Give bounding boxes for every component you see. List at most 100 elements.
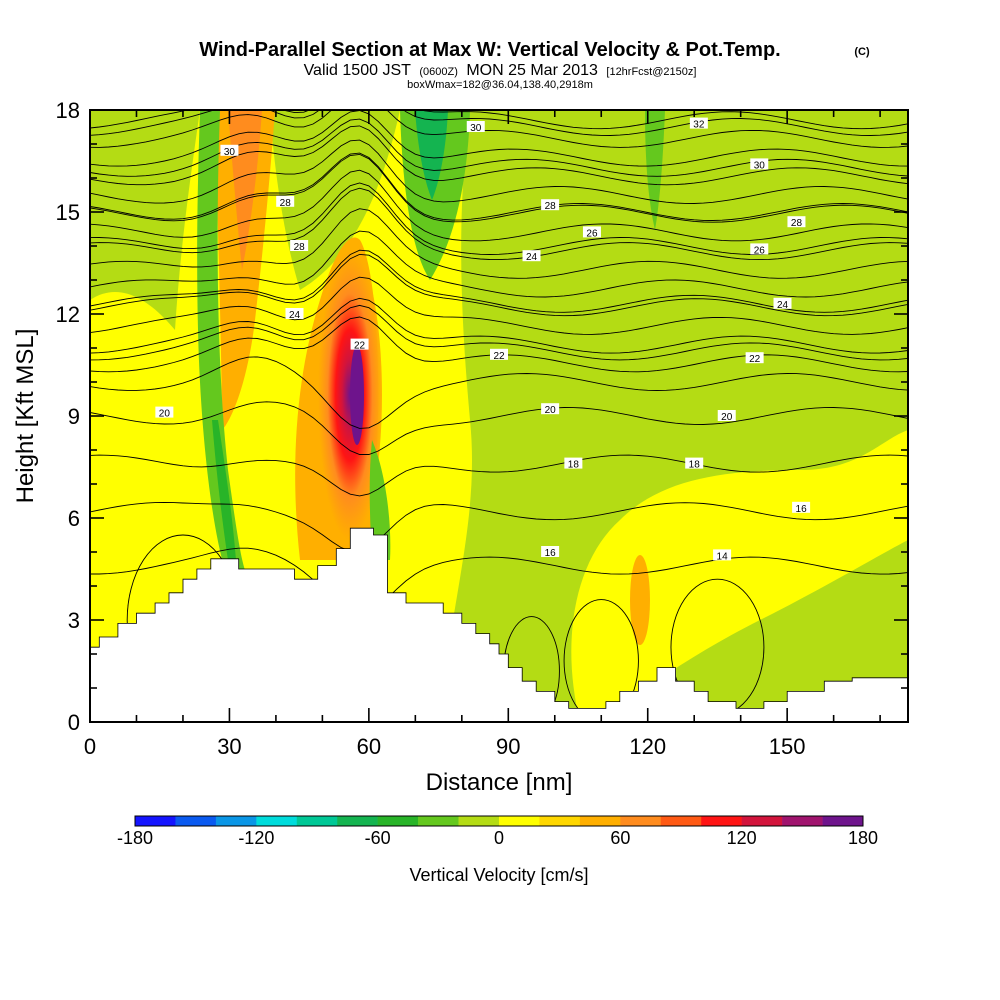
contour-label-bg — [541, 546, 560, 557]
contour-label-30: 30 — [466, 121, 485, 134]
colorbar-tick-label: -180 — [117, 828, 153, 848]
contour-label-24: 24 — [773, 297, 792, 311]
isentrope-extra — [90, 297, 908, 354]
y-tick-label: 12 — [56, 302, 80, 327]
chart-subtitle-valid: Valid 1500 JST (0600Z) MON 25 Mar 2013 [… — [304, 62, 697, 79]
contour-label-20: 20 — [155, 406, 174, 420]
colorbar — [134, 815, 864, 827]
contour-label-text: 22 — [354, 341, 366, 352]
colorbar-tick-label: 60 — [610, 828, 630, 848]
isentrope-extra — [90, 230, 908, 298]
contour-label-text: 22 — [493, 351, 505, 362]
colorbar-swatch — [499, 816, 540, 826]
contour-label-text: 18 — [689, 460, 701, 471]
downdraft-left-band — [197, 110, 245, 570]
x-tick-label: 120 — [629, 734, 666, 759]
contour-label-bg — [541, 199, 560, 211]
isentrope-14 — [90, 547, 908, 616]
terrain-mask — [90, 527, 908, 722]
colorbar-tick-label: 180 — [848, 828, 878, 848]
x-axis-ticks: 0 30 60 90 120 150 — [84, 110, 881, 759]
x-tick-label: 0 — [84, 734, 96, 759]
contour-label-32: 32 — [689, 117, 708, 131]
valid-date: MON 25 Mar 2013 — [466, 62, 598, 79]
contour-label-text: 26 — [754, 245, 766, 256]
contour-label-text: 26 — [586, 228, 598, 239]
contour-label-bg — [750, 243, 769, 255]
chart-title: Wind-Parallel Section at Max W: Vertical… — [199, 39, 780, 61]
downdraft-left-band-core — [212, 420, 236, 560]
y-tick-label: 18 — [56, 98, 80, 123]
contour-label-text: 28 — [545, 201, 557, 212]
potential-temperature-contours — [90, 110, 908, 722]
isentrope-extra — [90, 253, 908, 317]
contour-label-28: 28 — [290, 240, 309, 253]
isentrope-32 — [90, 110, 908, 136]
contour-label-text: 32 — [693, 120, 705, 131]
colorbar-swatch — [822, 816, 864, 826]
colorbar-label: Vertical Velocity [cm/s] — [409, 865, 588, 885]
contour-label-24: 24 — [285, 308, 304, 321]
contour-label-22: 22 — [745, 352, 764, 365]
contour-label-28: 28 — [787, 216, 806, 229]
colorbar-tick-label: 0 — [494, 828, 504, 848]
contour-label-bg — [285, 308, 304, 319]
contour-label-bg — [522, 250, 541, 262]
contour-label-22: 22 — [490, 348, 508, 362]
x-axis-label: Distance [nm] — [426, 769, 573, 796]
isentrope-extra — [90, 276, 908, 335]
isentrope-extra — [90, 169, 908, 242]
y-tick-label: 9 — [68, 404, 80, 429]
valid-utc: (0600Z) — [419, 66, 458, 78]
contour-label-bg — [220, 144, 239, 156]
contour-label-30: 30 — [220, 144, 239, 158]
contour-label-bg — [582, 226, 601, 238]
contour-label-text: 30 — [754, 160, 766, 171]
contour-label-text: 28 — [791, 218, 803, 229]
contour-label-text: 28 — [294, 242, 306, 253]
x-tick-label: 90 — [496, 734, 520, 759]
colorbar-swatch — [458, 816, 500, 826]
colorbar-swatch — [377, 816, 419, 826]
isentrope-extra — [90, 187, 908, 261]
contour-label-text: 16 — [796, 504, 808, 515]
colorbar-swatch — [337, 816, 378, 826]
contour-label-16: 16 — [792, 501, 811, 515]
contour-label-bg — [745, 352, 764, 364]
colorbar-tick-label: -60 — [365, 828, 391, 848]
contour-label-26: 26 — [582, 226, 601, 239]
contour-label-bg — [750, 158, 769, 170]
y-tick-label: 3 — [68, 608, 80, 633]
contour-label-16: 16 — [541, 546, 560, 559]
colorbar-swatch — [579, 816, 621, 826]
region-light-green-lower-band — [600, 540, 908, 722]
isentrope-24 — [90, 249, 908, 313]
isentrope-extra — [90, 139, 908, 204]
isentrope-extra — [90, 208, 908, 279]
x-tick-label: 30 — [217, 734, 241, 759]
contour-label-bg — [773, 297, 792, 309]
forecast-info: [12hrFcst@2150z] — [606, 66, 696, 78]
contour-label-text: 20 — [721, 412, 733, 423]
valid-prefix: Valid 1500 JST — [304, 62, 412, 79]
contour-label-bg — [490, 348, 508, 360]
colorbar-swatch — [620, 816, 662, 826]
contour-label-bg — [541, 403, 560, 415]
contour-label-text: 22 — [749, 354, 761, 365]
contour-label-bg — [685, 457, 704, 469]
contour-label-text: 30 — [470, 123, 482, 134]
colorbar-tick-label: 120 — [727, 828, 757, 848]
isentrope-extra — [90, 153, 908, 223]
contour-label-30: 30 — [750, 158, 769, 171]
contour-label-24: 24 — [522, 250, 541, 263]
contour-label-text: 28 — [280, 198, 292, 209]
downdraft-upper-mid-core — [415, 110, 448, 200]
colorbar-swatch — [418, 816, 459, 826]
contour-label-text: 24 — [777, 300, 789, 311]
contour-label-28: 28 — [276, 195, 295, 209]
y-tick-label: 0 — [68, 710, 80, 735]
isentrope-26 — [90, 182, 908, 255]
contour-label-text: 20 — [545, 405, 557, 416]
downdraft-right-of-updraft — [369, 440, 391, 560]
region-orange-upper-left — [215, 110, 275, 430]
